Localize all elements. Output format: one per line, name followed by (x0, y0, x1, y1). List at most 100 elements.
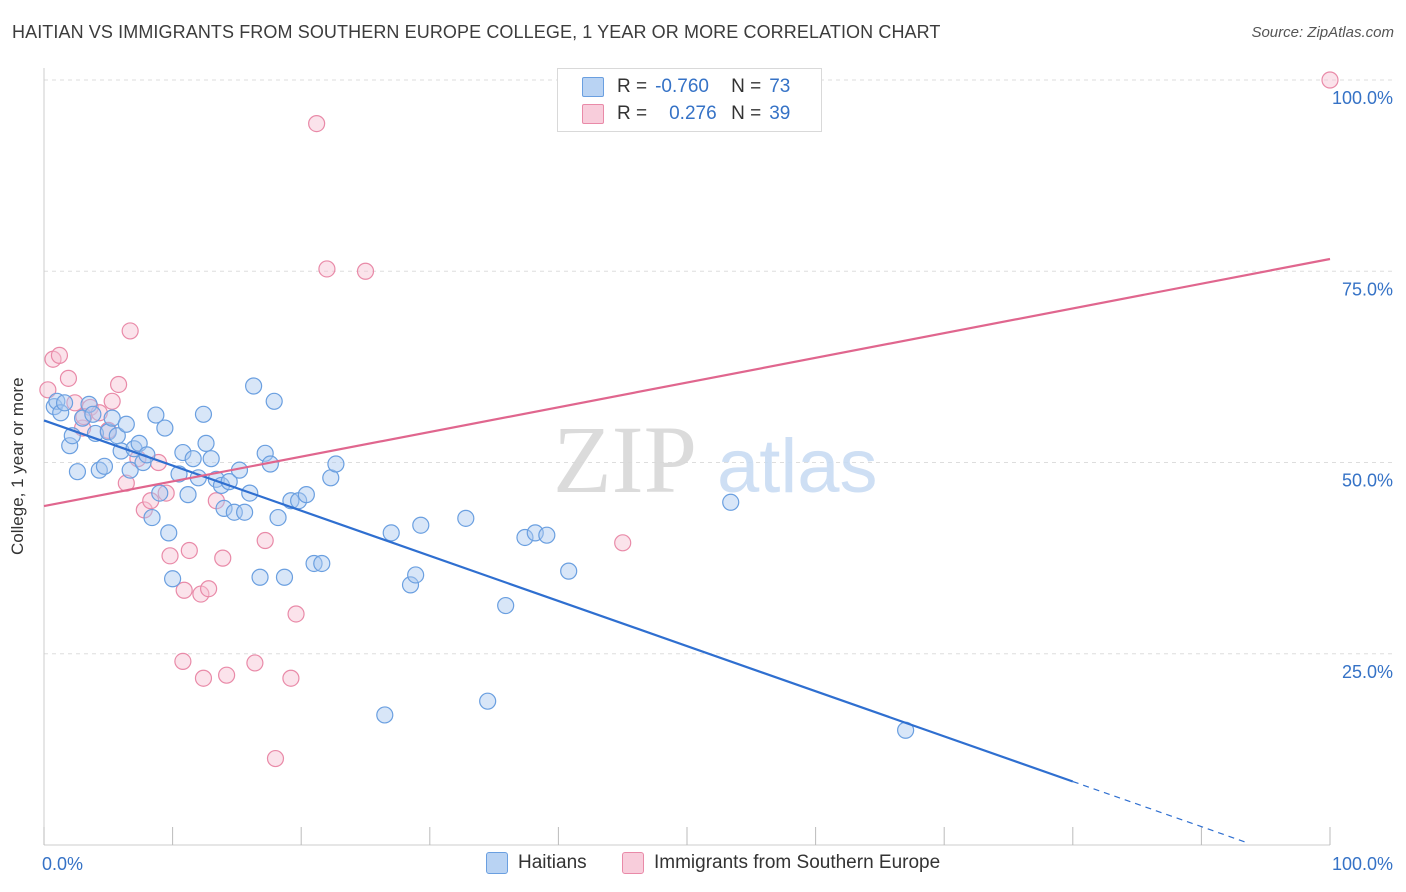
data-point-haitians (297, 486, 315, 504)
data-point-immigrants (318, 260, 336, 278)
data-point-haitians (194, 405, 213, 423)
legend-r-label: R = (617, 103, 648, 124)
data-point-haitians (80, 395, 98, 413)
legend-n-value: 39 (769, 103, 791, 124)
data-point-haitians (256, 444, 274, 462)
watermark: ZIP atlas (553, 406, 878, 513)
data-point-haitians (121, 461, 139, 479)
correlation-legend: R = -0.760 N = 73 R = 0.276 N = 39 (557, 68, 822, 132)
data-point-haitians (269, 508, 287, 527)
data-point-immigrants (161, 547, 179, 565)
data-point-haitians (236, 503, 254, 521)
data-point-immigrants (287, 605, 305, 623)
y-tick-label: 75.0% (1342, 279, 1393, 299)
data-point-haitians (202, 450, 220, 468)
legend-n-label: N = (731, 76, 762, 97)
data-point-immigrants (109, 375, 128, 394)
data-point-immigrants (121, 322, 139, 340)
data-point-haitians (516, 528, 534, 547)
data-point-immigrants (218, 666, 236, 684)
legend-item-haitians[interactable]: Haitians (486, 852, 587, 874)
legend-r-value: -0.760 (655, 76, 709, 97)
data-point-haitians (156, 419, 174, 437)
data-point-haitians (382, 524, 400, 542)
data-point-immigrants (282, 669, 300, 687)
data-point-immigrants (175, 581, 193, 599)
data-point-haitians (95, 457, 114, 475)
data-point-haitians (412, 516, 430, 534)
data-point-immigrants (266, 749, 285, 768)
data-point-haitians (174, 443, 192, 462)
legend-n-value: 73 (769, 76, 791, 97)
data-point-haitians (143, 508, 161, 527)
data-point-immigrants (103, 392, 121, 410)
y-tick-label: 25.0% (1342, 662, 1393, 682)
data-point-immigrants (356, 262, 375, 280)
trend-lines (43, 257, 1331, 844)
data-point-haitians (52, 404, 70, 422)
data-point-immigrants (50, 346, 69, 364)
data-point-haitians (407, 566, 425, 584)
data-point-immigrants (246, 654, 264, 672)
data-point-haitians (147, 406, 165, 424)
data-point-haitians (55, 394, 74, 412)
source-label: Source: ZipAtlas.com (1251, 24, 1394, 41)
legend-swatch-haitians (486, 852, 508, 874)
data-point-haitians (376, 706, 394, 724)
watermark-atlas: atlas (717, 424, 878, 509)
legend-item-immigrants[interactable]: Immigrants from Southern Europe (622, 852, 940, 874)
data-point-immigrants (174, 652, 192, 671)
data-point-haitians (497, 596, 515, 615)
watermark-zip: ZIP (553, 406, 697, 513)
axes (43, 68, 1331, 846)
data-point-haitians (117, 415, 135, 433)
data-point-haitians (84, 405, 102, 423)
series-legend: Haitians Immigrants from Southern Europe (0, 852, 1406, 878)
data-point-haitians (61, 437, 79, 455)
legend-n-label: N = (731, 103, 762, 124)
data-point-haitians (68, 463, 87, 481)
data-point-immigrants (157, 484, 175, 502)
legend-r-value: 0.276 (669, 103, 717, 124)
data-point-haitians (164, 570, 182, 588)
legend-swatch-immigrants (622, 852, 644, 874)
y-axis-label: College, 1 year or more (8, 377, 27, 555)
chart-title: HAITIAN VS IMMIGRANTS FROM SOUTHERN EURO… (12, 22, 941, 42)
data-point-haitians (197, 434, 215, 452)
legend-label-immigrants: Immigrants from Southern Europe (654, 852, 941, 873)
data-point-haitians (327, 455, 345, 473)
data-point-haitians (265, 392, 283, 410)
series-haitians (45, 377, 915, 739)
x-tick-label: 100.0% (1332, 854, 1393, 874)
data-point-immigrants (256, 531, 274, 550)
data-point-haitians (275, 568, 294, 586)
data-point-haitians (313, 554, 331, 573)
data-point-immigrants (59, 369, 78, 387)
legend-r-label: R = (617, 76, 648, 97)
y-tick-label: 100.0% (1332, 88, 1393, 108)
data-point-immigrants (1321, 71, 1339, 89)
data-point-immigrants (39, 381, 57, 399)
data-point-haitians (245, 377, 263, 395)
legend-row-haitians: R = -0.760 N = 73 (582, 75, 790, 99)
data-point-haitians (184, 450, 202, 468)
trend-line-haitians (43, 419, 1074, 783)
data-point-haitians (538, 526, 556, 544)
data-point-haitians (99, 423, 117, 441)
data-point-haitians (215, 499, 233, 517)
data-point-immigrants (194, 669, 213, 687)
legend-label-haitians: Haitians (518, 852, 587, 873)
tick-labels: 25.0% 50.0% 75.0% 100.0% 0.0% 100.0% (42, 88, 1393, 874)
data-point-haitians (251, 568, 269, 586)
data-point-immigrants (308, 115, 326, 133)
data-point-haitians (73, 409, 92, 427)
legend-swatch-blue (582, 77, 604, 97)
legend-swatch-pink (582, 104, 604, 124)
y-tick-label: 50.0% (1342, 471, 1393, 491)
data-point-haitians (160, 524, 178, 542)
data-point-immigrants (180, 541, 198, 560)
grid-lines (44, 79, 1392, 655)
trend-line-haitians-extension (1072, 780, 1247, 844)
legend-row-immigrants: R = 0.276 N = 39 (582, 102, 790, 126)
